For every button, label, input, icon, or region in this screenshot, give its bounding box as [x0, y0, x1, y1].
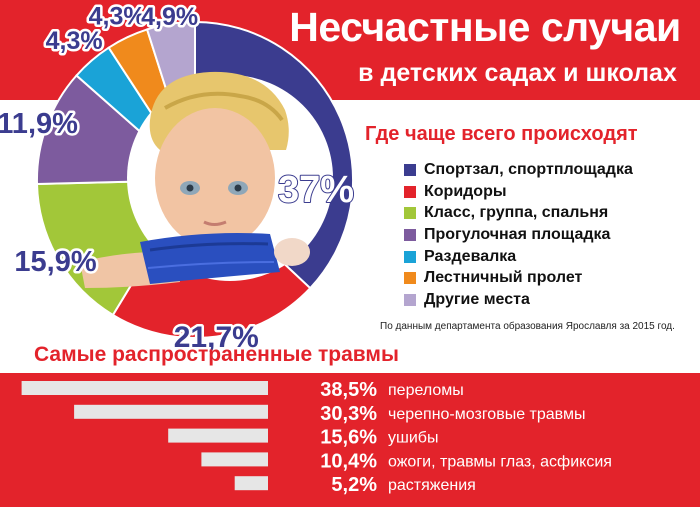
legend-label: Класс, группа, спальня [424, 204, 609, 222]
legend-item: Спортзал, спортплощадка [404, 159, 633, 181]
legend-item: Раздевалка [404, 246, 633, 268]
injuries-band [0, 373, 700, 507]
legend-swatch [404, 293, 416, 306]
pie-percent-label: 21,7% [174, 321, 259, 354]
injury-label: черепно-мозговые травмы [388, 406, 585, 423]
injury-bar [201, 452, 268, 467]
injuries-bar-chart: 38,5% переломы 30,3% черепно-мозговые травм… [21, 379, 612, 496]
legend-swatch [404, 163, 416, 176]
source-note: По данным департамента образования Яросл… [380, 321, 675, 332]
injury-percent: 38,5% [320, 379, 377, 401]
child-with-cast-photo [80, 71, 333, 288]
pie-percent-label: 37% [278, 169, 354, 211]
legend-swatch [404, 272, 416, 285]
injury-percent: 30,3% [320, 403, 377, 425]
legend-label: Спортзал, спортплощадка [424, 160, 633, 178]
injury-bar [234, 476, 268, 491]
legend-item: Лестничный пролет [404, 267, 633, 289]
legend-item: Прогулочная площадка [404, 224, 633, 246]
injuries-title: Самые распространенные травмы [34, 343, 399, 366]
legend-item: Коридоры [404, 181, 633, 203]
legend-swatch [404, 228, 416, 241]
injury-bar [168, 428, 268, 443]
page-subtitle: в детских садах и школах [358, 59, 677, 87]
legend-label: Прогулочная площадка [424, 225, 611, 243]
injury-bar [21, 381, 268, 395]
injury-percent: 5,2% [331, 474, 377, 496]
page-title: Несчастные случаи [289, 4, 681, 50]
legend-label: Другие места [424, 290, 530, 308]
legend: Спортзал, спортплощадка Коридоры Класс, гр… [404, 159, 633, 311]
pie-percent-label: 4,9% [141, 3, 198, 31]
legend-swatch [404, 250, 416, 263]
legend-item: Класс, группа, спальня [404, 202, 633, 224]
injury-label: ожоги, травмы глаз, асфиксия [388, 453, 612, 470]
injury-label: переломы [388, 382, 464, 399]
pie-percent-label: 11,9% [0, 108, 78, 140]
legend-title: Где чаще всего происходят [365, 123, 638, 145]
injury-label: растяжения [388, 477, 476, 494]
legend-swatch [404, 185, 416, 198]
legend-label: Коридоры [424, 182, 507, 200]
pie-percent-label: 4,3% [89, 3, 146, 31]
injury-bar [74, 404, 268, 419]
pie-percent-label: 4,3% [46, 27, 103, 55]
injury-percent: 15,6% [320, 427, 377, 449]
legend-item: Другие места [404, 289, 633, 311]
legend-label: Лестничный пролет [424, 269, 583, 287]
legend-label: Раздевалка [424, 247, 517, 265]
injury-percent: 10,4% [320, 450, 377, 472]
legend-swatch [404, 207, 416, 220]
injury-label: ушибы [388, 430, 438, 447]
pie-percent-label: 15,9% [14, 246, 96, 278]
